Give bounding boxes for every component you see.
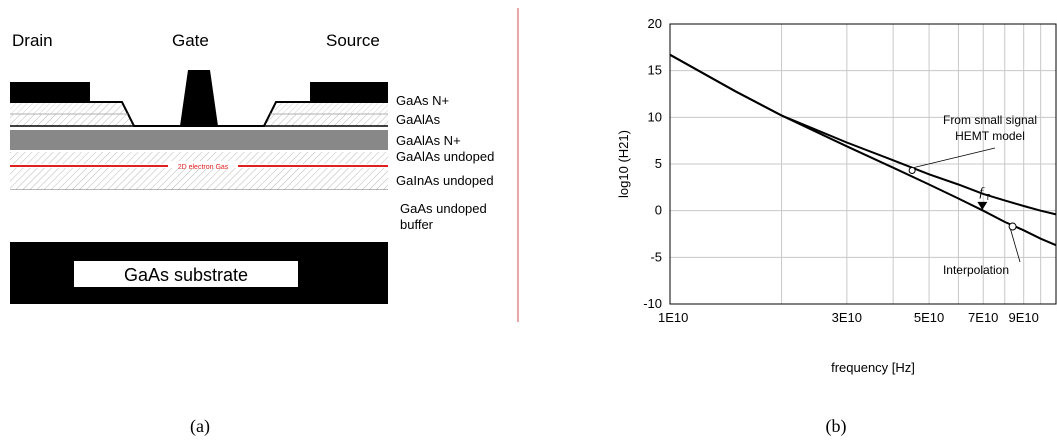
y-tick-label: -5 <box>650 249 662 264</box>
series-line-1 <box>669 53 1057 247</box>
h21-frequency-chart: -10 -5 0 5 10 15 20 1E10 3E10 5E10 7E10 9E10 From s… <box>616 16 1057 437</box>
chart-annotations: From small signal HEMT model Interpolation… <box>908 113 1037 277</box>
source-label: Source <box>326 31 380 50</box>
layer-label-buffer: buffer <box>400 217 434 232</box>
chart-ticks: -10 -5 0 5 10 15 20 1E10 3E10 5E10 7E10 9E10 <box>643 16 1039 325</box>
interpolation-marker <box>1008 222 1017 231</box>
x-tick-label: 5E10 <box>914 310 944 325</box>
interpolation-annotation: Interpolation <box>943 263 1009 277</box>
y-tick-label: -10 <box>643 296 662 311</box>
chart-grid <box>669 23 1057 305</box>
gaalas-undoped-layer <box>10 152 388 164</box>
x-tick-label: 7E10 <box>968 310 998 325</box>
y-tick-label: 15 <box>648 63 662 78</box>
gaas-nplus-cap-left <box>10 102 90 114</box>
layer-label-gaas-nplus: GaAs N+ <box>396 93 449 108</box>
y-tick-label: 5 <box>655 156 662 171</box>
x-tick-label: 3E10 <box>832 310 862 325</box>
interpolation-leader-line <box>1010 229 1021 263</box>
model-marker <box>908 167 916 175</box>
plot-frame <box>669 23 1057 305</box>
model-annotation-line2: HEMT model <box>955 129 1025 143</box>
ft-subscript: T <box>985 193 990 202</box>
gainas-undoped-layer <box>10 168 388 190</box>
layer-label-gaalas-nplus: GaAlAs N+ <box>396 133 461 148</box>
electron-gas-label: 2D electron Gas <box>178 164 229 171</box>
layer-label-gaalas: GaAlAs <box>396 112 441 127</box>
caption-a: (a) <box>190 416 210 437</box>
x-axis-label: frequency [Hz] <box>831 360 915 375</box>
layer-label-gaas-undoped: GaAs undoped <box>400 201 487 216</box>
chart-series <box>669 53 1057 247</box>
x-tick-label: 1E10 <box>658 310 688 325</box>
gaalas-layer <box>10 102 388 126</box>
h21-chart-panel: -10 -5 0 5 10 15 20 1E10 3E10 5E10 7E10 9E10 From s… <box>540 0 1057 447</box>
model-annotation-line1: From small signal <box>943 113 1037 127</box>
hemt-cross-section-diagram: Drain Gate Source 2D electron Gas <box>10 8 519 437</box>
drain-label: Drain <box>12 31 53 50</box>
drain-contact <box>10 82 90 102</box>
layer-label-gainas-undoped: GaInAs undoped <box>396 173 494 188</box>
gaalas-nplus-layer <box>10 130 388 150</box>
gaas-nplus-cap-right <box>275 102 388 114</box>
substrate-label: GaAs substrate <box>124 265 248 285</box>
layer-label-gaalas-undoped: GaAlAs undoped <box>396 149 494 164</box>
y-tick-label: 20 <box>648 16 662 31</box>
ft-marker <box>977 201 988 210</box>
caption-b: (b) <box>826 416 847 437</box>
source-contact <box>310 82 388 102</box>
y-axis-label: log10 (H21) <box>616 130 631 198</box>
substrate-label-box <box>74 261 298 287</box>
hemt-cross-section-panel: Drain Gate Source 2D electron Gas <box>10 8 519 437</box>
gaas-buffer-layer <box>10 190 388 242</box>
y-tick-label: 10 <box>648 109 662 124</box>
gate-contact <box>180 70 218 126</box>
x-tick-label: 9E10 <box>1009 310 1039 325</box>
ft-annotation: f <box>979 184 985 199</box>
gate-label: Gate <box>172 31 209 50</box>
electron-gas-label-bg <box>168 161 238 171</box>
model-leader-line <box>914 147 996 168</box>
y-tick-label: 0 <box>655 203 662 218</box>
